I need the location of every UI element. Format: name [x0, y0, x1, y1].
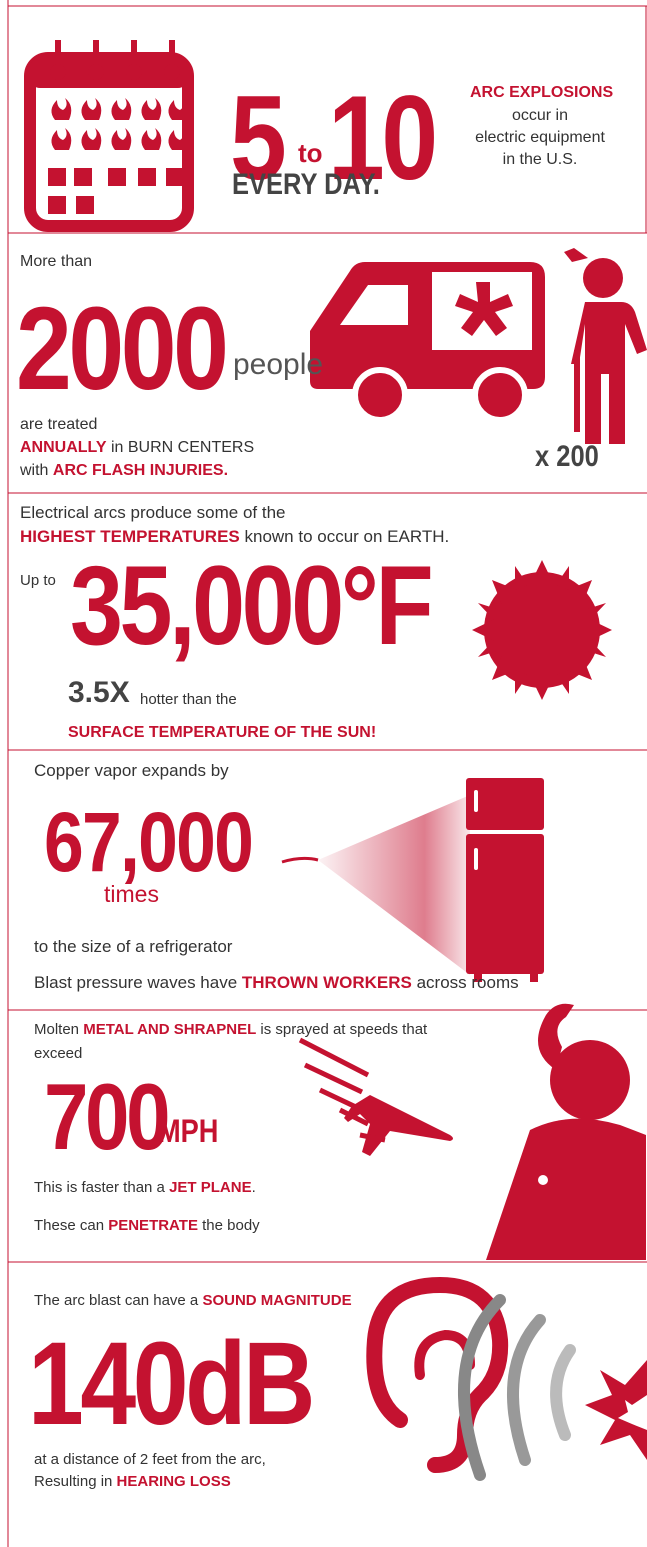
emphasis: ARC FLASH INJURIES. [53, 462, 228, 479]
text-line: SURFACE TEMPERATURE OF THE SUN! [68, 725, 376, 741]
emphasis: SOUND MAGNITUDE [202, 1292, 351, 1309]
multiplier: x 200 [535, 442, 599, 472]
vapor-beam [318, 795, 470, 975]
text-line: The arc blast can have a SOUND MAGNITUDE [34, 1293, 352, 1308]
page: 5 to 10 EVERY DAY. ARC EXPLOSIONS occur … [0, 0, 647, 1547]
text-line: in the U.S. [470, 152, 610, 168]
big-number: 700 [44, 1070, 167, 1164]
text-line: Resulting in HEARING LOSS [34, 1474, 231, 1489]
text-line: This is faster than a JET PLANE. [34, 1180, 256, 1195]
text: across rooms [412, 973, 519, 992]
caption: EVERY DAY. [232, 170, 380, 200]
text: in BURN CENTERS [107, 439, 255, 456]
text: . [252, 1179, 256, 1196]
text-line: Blast pressure waves have THROWN WORKERS… [34, 974, 519, 991]
text: The arc blast can have a [34, 1292, 202, 1309]
jet-icon [300, 1040, 453, 1156]
text-line: with ARC FLASH INJURIES. [20, 463, 228, 479]
unit: people [233, 350, 323, 380]
wire [282, 858, 318, 862]
connector: to [298, 140, 323, 166]
refrigerator-icon [466, 778, 544, 982]
emphasis: JET PLANE [169, 1179, 252, 1196]
text-line: ANNUALLY in BURN CENTERS [20, 440, 254, 456]
text: Resulting in [34, 1473, 117, 1490]
ambulance-icon [310, 262, 545, 420]
big-number: 35,000°F [70, 550, 430, 662]
intro: More than [20, 254, 92, 270]
text-line: exceed [34, 1046, 82, 1061]
intro: Copper vapor expands by [34, 762, 229, 779]
emphasis: THROWN WORKERS [242, 973, 412, 992]
text: Molten [34, 1021, 83, 1038]
text-line: occur in [470, 108, 610, 124]
emphasis: PENETRATE [108, 1217, 198, 1234]
text-line: Electrical arcs produce some of the [20, 504, 286, 521]
person-icon [486, 1004, 646, 1260]
text-line: to the size of a refrigerator [34, 938, 232, 955]
ear-icon [374, 1285, 500, 1465]
highlight: ARC EXPLOSIONS [470, 85, 610, 101]
text-line: at a distance of 2 feet from the arc, [34, 1452, 266, 1467]
text: the body [198, 1217, 260, 1234]
text-line: electric equipment [470, 130, 610, 146]
text: with [20, 462, 53, 479]
text-line: Molten METAL AND SHRAPNEL is sprayed at … [34, 1022, 427, 1037]
factor: 3.5X [68, 678, 130, 708]
unit: MPH [158, 1115, 218, 1147]
emphasis: ANNUALLY [20, 439, 107, 456]
calendar-icon [30, 40, 188, 226]
unit: times [104, 883, 159, 906]
text: is sprayed at speeds that [256, 1021, 427, 1038]
big-number: 67,000 [44, 800, 252, 884]
sun-icon [472, 560, 612, 700]
big-number: 140dB [28, 1325, 312, 1443]
emphasis: HEARING LOSS [117, 1473, 231, 1490]
factor-text: hotter than the [140, 692, 237, 707]
emphasis: METAL AND SHRAPNEL [83, 1021, 256, 1038]
text-line: These can PENETRATE the body [34, 1218, 260, 1233]
prefix: Up to [20, 573, 56, 588]
text: Blast pressure waves have [34, 973, 242, 992]
big-number: 2000 [16, 290, 226, 408]
text: This is faster than a [34, 1179, 169, 1196]
injured-person-icon [564, 248, 647, 444]
text: These can [34, 1217, 108, 1234]
text-line: are treated [20, 417, 97, 433]
